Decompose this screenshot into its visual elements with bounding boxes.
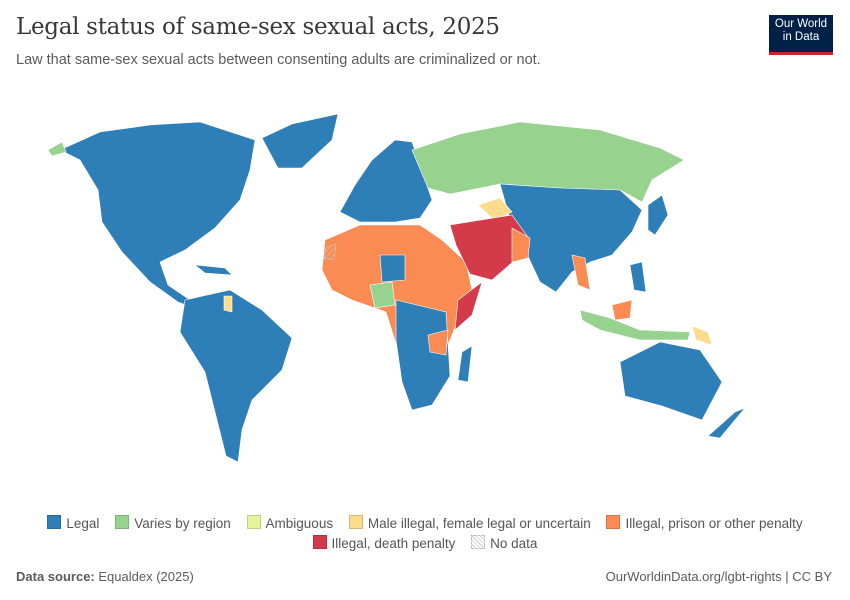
region-southern-africa[interactable] bbox=[395, 299, 451, 411]
page-subtitle: Law that same-sex sexual acts between co… bbox=[16, 52, 541, 68]
legend-label: Varies by region bbox=[134, 516, 231, 531]
region-australia[interactable] bbox=[619, 341, 723, 421]
region-nigeria[interactable] bbox=[369, 281, 396, 309]
logo-line-2: in Data bbox=[782, 31, 820, 43]
region-russia[interactable] bbox=[411, 121, 685, 203]
legend-swatch bbox=[348, 515, 363, 529]
legend-item-varies[interactable]: Varies by region bbox=[115, 514, 231, 534]
data-source: Data source: Equaldex (2025) bbox=[16, 569, 194, 584]
region-caribbean[interactable] bbox=[194, 264, 233, 276]
region-new-zealand[interactable] bbox=[707, 407, 746, 439]
legend-item-legal[interactable]: Legal bbox=[47, 514, 99, 534]
legend-swatch bbox=[312, 535, 327, 549]
region-philippines[interactable] bbox=[629, 261, 647, 293]
region-se-asia-orange[interactable] bbox=[571, 254, 591, 291]
region-south-asia-orange[interactable] bbox=[511, 227, 531, 263]
logo-line-1: Our World bbox=[774, 18, 828, 30]
legend-swatch bbox=[115, 515, 130, 529]
legend-item-no-data[interactable]: No data bbox=[471, 534, 537, 554]
region-greenland[interactable] bbox=[261, 113, 339, 169]
legend-swatch bbox=[47, 515, 62, 529]
legend-label: Legal bbox=[66, 516, 100, 531]
legend-swatch bbox=[606, 515, 621, 529]
region-no-data[interactable] bbox=[323, 243, 337, 261]
legend-item-male-illegal[interactable]: Male illegal, female legal or uncertain bbox=[348, 514, 591, 534]
region-png[interactable] bbox=[691, 325, 713, 346]
page-title: Legal status of same-sex sexual acts, 20… bbox=[16, 14, 500, 40]
legend-item-prison[interactable]: Illegal, prison or other penalty bbox=[606, 514, 803, 534]
source-value: Equaldex (2025) bbox=[98, 569, 194, 584]
region-chad[interactable] bbox=[379, 254, 406, 283]
legend-label: Illegal, prison or other penalty bbox=[625, 516, 803, 531]
legend-label: Male illegal, female legal or uncertain bbox=[367, 516, 591, 531]
region-north-america[interactable] bbox=[59, 121, 256, 311]
region-africa-orange[interactable] bbox=[427, 329, 449, 356]
legend-swatch bbox=[246, 515, 261, 529]
region-indonesia[interactable] bbox=[579, 309, 691, 341]
legend-item-death[interactable]: Illegal, death penalty bbox=[312, 534, 456, 554]
source-label: Data source: bbox=[16, 569, 95, 584]
legend-item-ambiguous[interactable]: Ambiguous bbox=[246, 514, 334, 534]
region-somalia[interactable] bbox=[454, 281, 483, 331]
region-guyana[interactable] bbox=[223, 295, 233, 313]
legend: Legal Varies by region Ambiguous Male il… bbox=[0, 514, 850, 554]
region-south-america[interactable] bbox=[179, 289, 293, 463]
world-map[interactable] bbox=[0, 85, 850, 505]
region-central-asia[interactable] bbox=[477, 197, 513, 221]
source-link[interactable]: OurWorldinData.org/lgbt-rights | CC BY bbox=[605, 569, 832, 584]
region-alaska-green[interactable] bbox=[47, 141, 67, 157]
legend-swatch bbox=[471, 535, 486, 549]
owid-logo[interactable]: Our World in Data bbox=[769, 15, 833, 55]
region-japan[interactable] bbox=[647, 194, 669, 236]
legend-label: No data bbox=[490, 536, 538, 551]
region-malaysia[interactable] bbox=[611, 299, 633, 321]
legend-label: Ambiguous bbox=[265, 516, 334, 531]
region-madagascar[interactable] bbox=[457, 345, 473, 383]
region-middle-east[interactable] bbox=[449, 214, 531, 281]
legend-label: Illegal, death penalty bbox=[331, 536, 456, 551]
